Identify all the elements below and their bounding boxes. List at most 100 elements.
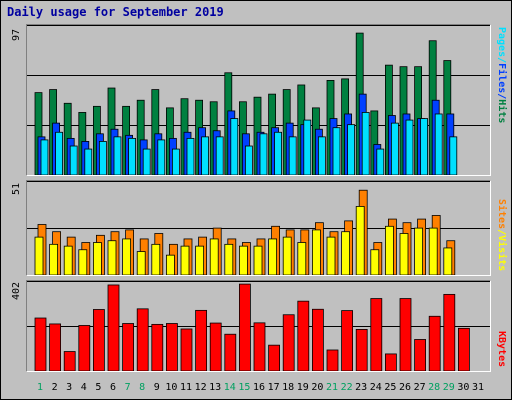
bar-sites-day-23: [355, 206, 365, 275]
bar-pages-day-7: [128, 137, 136, 175]
bar-pages-day-24: [376, 148, 385, 175]
x-tick-1: 1: [36, 382, 44, 393]
x-tick-16: 16: [252, 382, 266, 393]
bar-sites-day-25: [384, 225, 394, 275]
x-tick-23: 23: [355, 382, 368, 393]
bar-sites-day-28: [428, 227, 438, 275]
sites-plot: [27, 181, 490, 275]
bar-pages-day-11: [186, 137, 195, 175]
bar-pages-day-1: [40, 139, 49, 175]
bar-pages-day-5: [99, 141, 107, 175]
bar-hits-day-1: [34, 92, 43, 175]
legend-label-visits-2: Visits: [496, 235, 507, 272]
bar-sites-day-5: [93, 242, 102, 275]
bar-sites-day-18: [282, 236, 292, 275]
bar-pages-day-28: [434, 113, 443, 175]
kbytes-panel: [26, 280, 491, 372]
bar-pages-day-15: [244, 145, 253, 175]
x-tick-21: 21: [325, 382, 339, 393]
x-tick-8: 8: [139, 382, 146, 393]
bar-sites-day-15: [238, 245, 248, 275]
bar-pages-day-25: [390, 122, 399, 175]
x-tick-9: 9: [153, 382, 160, 393]
bar-kbytes-day-9: [151, 323, 164, 371]
bar-kbytes-day-21: [326, 349, 339, 371]
kbytes-y-max-label: 402: [11, 281, 22, 300]
bar-pages-day-17: [274, 131, 283, 175]
x-tick-10: 10: [165, 382, 178, 393]
bar-kbytes-day-27: [414, 339, 427, 371]
x-tick-6: 6: [109, 382, 117, 393]
bar-pages-day-13: [215, 136, 224, 175]
bar-sites-day-2: [49, 243, 59, 275]
x-tick-31: 31: [471, 382, 485, 393]
sites-legend-label: Sites/Visits: [496, 199, 507, 271]
legend-label-pages-0: Pages: [496, 27, 507, 58]
bar-sites-day-6: [107, 240, 117, 275]
bar-pages-day-19: [303, 119, 312, 175]
bar-sites-day-22: [341, 231, 351, 275]
x-tick-5: 5: [95, 382, 102, 393]
x-tick-28: 28: [428, 382, 441, 393]
bar-kbytes-day-7: [122, 323, 134, 371]
bar-kbytes-day-23: [355, 329, 368, 371]
x-tick-20: 20: [311, 382, 324, 393]
x-tick-11: 11: [179, 382, 193, 393]
x-tick-14: 14: [223, 382, 236, 393]
bar-kbytes-day-13: [209, 322, 222, 371]
hits-plot: [27, 25, 490, 175]
bar-sites-day-27: [414, 227, 424, 275]
bar-pages-day-12: [201, 136, 210, 175]
x-tick-3: 3: [66, 382, 73, 393]
bar-kbytes-day-6: [107, 284, 120, 371]
bar-sites-day-19: [297, 242, 307, 275]
bar-kbytes-day-3: [63, 351, 76, 371]
bar-sites-day-16: [253, 245, 263, 275]
bar-pages-day-4: [84, 148, 93, 175]
bar-kbytes-day-1: [34, 317, 47, 371]
bar-sites-day-17: [268, 238, 278, 275]
legend-label-sites-0: Sites: [496, 199, 507, 230]
bar-pages-day-27: [420, 118, 429, 175]
bar-sites-day-26: [399, 233, 409, 275]
x-tick-2: 2: [51, 382, 58, 393]
x-tick-13: 13: [209, 382, 222, 393]
bar-kbytes-day-5: [93, 309, 105, 371]
x-tick-26: 26: [398, 382, 412, 393]
hits-panel: [26, 24, 491, 176]
x-tick-22: 22: [340, 382, 353, 393]
bar-sites-day-7: [122, 238, 131, 275]
x-tick-18: 18: [282, 382, 295, 393]
bar-sites-day-10: [165, 254, 175, 275]
x-tick-17: 17: [267, 382, 280, 393]
bar-pages-day-2: [55, 131, 64, 175]
bar-pages-day-8: [142, 148, 151, 175]
x-tick-19: 19: [296, 382, 309, 393]
bar-pages-day-6: [113, 136, 122, 175]
bar-pages-day-21: [332, 127, 341, 175]
x-tick-4: 4: [80, 382, 87, 393]
bar-pages-day-29: [449, 136, 458, 175]
bar-kbytes-day-22: [341, 310, 354, 371]
x-tick-24: 24: [369, 382, 382, 393]
bar-kbytes-day-17: [268, 344, 281, 371]
bar-hits-day-9: [151, 89, 160, 175]
bar-kbytes-day-12: [195, 309, 208, 371]
bar-pages-day-14: [230, 118, 239, 175]
bar-sites-day-4: [78, 249, 88, 275]
bar-pages-day-9: [157, 139, 166, 175]
bar-kbytes-day-24: [370, 298, 383, 371]
bar-pages-day-22: [347, 124, 356, 175]
bar-kbytes-day-15: [238, 283, 251, 371]
bar-kbytes-day-28: [428, 315, 441, 371]
bar-kbytes-day-25: [384, 353, 397, 371]
bar-kbytes-day-8: [136, 308, 149, 371]
bar-sites-day-24: [370, 249, 380, 275]
bar-pages-day-20: [317, 136, 326, 175]
bar-pages-day-18: [288, 136, 297, 175]
x-tick-27: 27: [413, 382, 426, 393]
bar-pages-day-16: [259, 133, 268, 175]
bar-kbytes-day-4: [78, 325, 91, 371]
bar-kbytes-day-18: [282, 314, 295, 371]
